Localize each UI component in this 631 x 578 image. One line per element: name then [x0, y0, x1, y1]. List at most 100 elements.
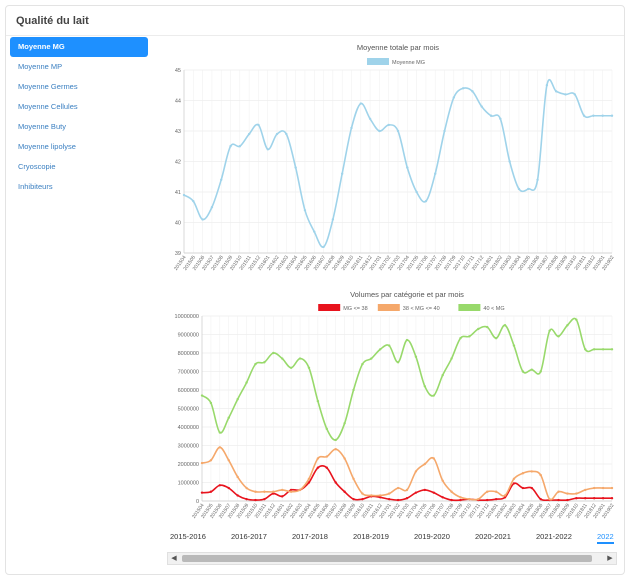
data-point [434, 172, 437, 175]
y-tick-label: 45 [175, 68, 181, 74]
data-point [379, 348, 382, 351]
data-point [275, 132, 279, 136]
data-point [200, 461, 204, 465]
data-point [584, 488, 587, 492]
y-tick-label: 10000000 [175, 314, 199, 320]
data-point [566, 492, 569, 495]
chart-title: Moyenne totale par mois [357, 43, 439, 52]
data-point [601, 348, 605, 351]
data-point [370, 357, 373, 360]
y-tick-label: 8000000 [178, 351, 199, 357]
menu-item-moyenne-cellules[interactable]: Moyenne Cellules [18, 102, 78, 111]
volumes-category-chart: Volumes par catégorie et par mois MG <= 3… [175, 290, 616, 520]
data-point [610, 114, 614, 117]
data-point [218, 484, 222, 487]
data-point [423, 488, 427, 492]
data-point [307, 366, 311, 369]
scroll-left-arrow-icon[interactable]: ◀ [171, 555, 177, 562]
panel-divider [6, 35, 624, 36]
menu-item-moyenne-mg[interactable]: Moyenne MG [10, 37, 148, 57]
y-tick-label: 3000000 [178, 444, 199, 450]
menu-item-moyenne-germes[interactable]: Moyenne Germes [18, 82, 78, 91]
data-point [592, 114, 595, 117]
menu-item-inhibiteurs[interactable]: Inhibiteurs [18, 182, 53, 191]
data-point [601, 486, 605, 490]
data-point [471, 90, 474, 93]
data-point [548, 497, 551, 501]
legend-swatch [318, 304, 341, 311]
menu-item-moyenne-mp[interactable]: Moyenne MP [18, 62, 63, 71]
data-point [536, 178, 539, 181]
data-point [461, 87, 465, 90]
menu-item-moyenne-buty[interactable]: Moyenne Buty [18, 122, 66, 131]
data-point [539, 473, 542, 477]
scroll-right-arrow-icon[interactable]: ▶ [607, 555, 613, 562]
legend-label: 38 < MG <= 40 [403, 306, 440, 312]
data-point [548, 329, 551, 332]
data-point [450, 490, 453, 493]
tab-2022[interactable]: 2022 [597, 530, 614, 544]
menu-item-cryoscopie[interactable]: Cryoscopie [18, 162, 56, 171]
data-point [584, 348, 587, 351]
data-point [334, 438, 337, 442]
data-point [521, 472, 525, 475]
data-point [450, 357, 453, 360]
data-point [343, 422, 346, 425]
data-point [423, 462, 427, 466]
data-point [209, 401, 213, 405]
data-point [245, 497, 248, 501]
data-point [263, 361, 266, 364]
data-point [192, 199, 195, 203]
data-point [254, 490, 257, 493]
data-point [220, 178, 223, 181]
tab-2016-2017[interactable]: 2016-2017 [231, 532, 267, 541]
data-point [477, 497, 480, 501]
data-point [443, 129, 446, 133]
tabs-scrollbar[interactable]: ◀ ▶ [167, 552, 617, 565]
tab-2018-2019[interactable]: 2018-2019 [353, 532, 389, 541]
data-point [441, 496, 444, 499]
menu-item-moyenne-lipolyse[interactable]: Moyenne lipolyse [18, 142, 76, 151]
tab-2020-2021[interactable]: 2020-2021 [475, 532, 511, 541]
data-point [303, 209, 307, 212]
data-point [575, 497, 578, 500]
tab-2019-2020[interactable]: 2019-2020 [414, 532, 450, 541]
data-point [489, 114, 493, 117]
data-point [209, 490, 213, 493]
data-point [530, 470, 533, 473]
data-point [281, 495, 284, 498]
data-point [512, 482, 516, 485]
data-point [486, 490, 489, 493]
y-tick-label: 6000000 [178, 388, 199, 394]
panel-title: Qualité du lait [16, 15, 89, 27]
tab-2015-2016[interactable]: 2015-2016 [170, 532, 206, 541]
legend-label: MG <= 38 [343, 306, 367, 312]
tab-2017-2018[interactable]: 2017-2018 [292, 532, 328, 541]
data-point [254, 362, 257, 366]
data-point [610, 497, 614, 500]
data-point [406, 166, 409, 169]
y-tick-label: 41 [175, 190, 181, 196]
data-point [582, 114, 586, 117]
data-point [368, 117, 372, 121]
data-point [272, 490, 275, 493]
legend-swatch [458, 304, 481, 311]
data-point [343, 457, 346, 460]
data-point [601, 497, 605, 500]
data-point [557, 335, 560, 338]
data-point [459, 496, 462, 499]
data-point [441, 374, 444, 377]
data-point [424, 199, 428, 203]
data-point [227, 416, 230, 419]
tab-2021-2022[interactable]: 2021-2022 [536, 532, 572, 541]
data-point [340, 172, 344, 175]
data-point [486, 325, 489, 329]
data-point [414, 355, 418, 358]
data-point [405, 497, 409, 500]
data-point [227, 486, 230, 490]
data-point [527, 187, 530, 191]
scroll-thumb[interactable] [182, 555, 592, 562]
data-point [263, 490, 266, 493]
data-point [294, 166, 297, 169]
data-point [307, 481, 311, 484]
